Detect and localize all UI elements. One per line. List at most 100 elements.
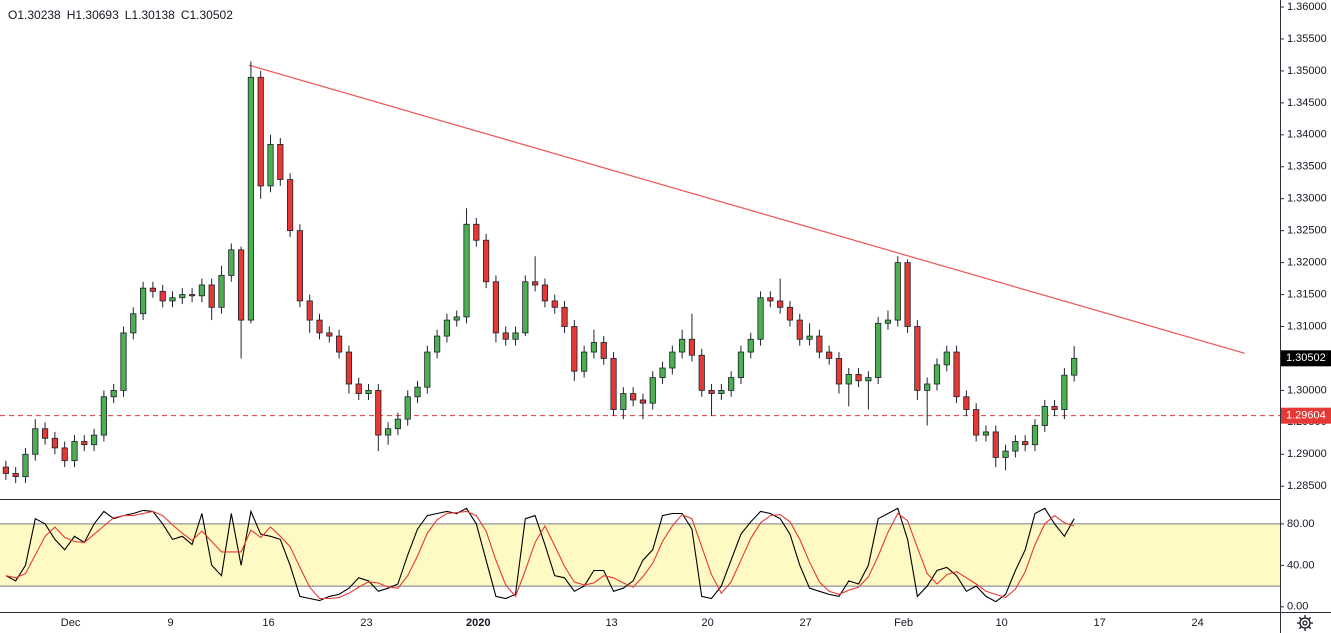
candle-body: [159, 290, 166, 302]
candle-body: [630, 393, 637, 401]
candle-body: [257, 76, 264, 187]
candle-body: [561, 306, 568, 327]
candle-body: [698, 354, 705, 391]
candle-body: [198, 284, 205, 297]
candle-body: [2, 466, 9, 474]
settings-icon[interactable]: [1297, 615, 1313, 631]
y-tick-label: 40.00: [1287, 559, 1315, 571]
y-tick-label: 0.00: [1287, 601, 1308, 613]
x-tick-label: 23: [360, 617, 372, 629]
candle-body: [982, 431, 990, 436]
candle-body: [228, 249, 235, 276]
candle-body: [845, 374, 852, 385]
candle-body: [120, 332, 127, 391]
candle-body: [130, 313, 137, 334]
candle-body: [679, 338, 686, 353]
candle-body: [453, 316, 460, 321]
overbought-oversold-band: [0, 523, 1280, 587]
candle-body: [659, 367, 666, 379]
candle-body: [71, 441, 78, 462]
candle-body: [1041, 405, 1048, 426]
candle-body: [326, 332, 333, 337]
candle-body: [610, 358, 617, 410]
candle-body: [414, 386, 421, 398]
candle-body: [32, 428, 39, 455]
y-tick-label: 1.35500: [1287, 33, 1327, 45]
candle-body: [757, 297, 764, 340]
candle-body: [375, 389, 382, 436]
candle-body: [1031, 425, 1039, 446]
x-tick-label: 20: [702, 617, 714, 629]
x-tick-label: Dec: [61, 617, 81, 629]
candle-body: [1012, 441, 1019, 452]
candle-body: [590, 342, 598, 353]
x-tick-label: Feb: [894, 617, 913, 629]
y-tick-label: 1.34500: [1287, 97, 1327, 109]
candle-body: [149, 287, 156, 292]
candle-body: [139, 287, 147, 315]
candle-body: [1022, 441, 1029, 446]
candle-body: [483, 239, 490, 283]
candle-body: [492, 281, 500, 334]
candle-body: [81, 441, 88, 446]
candle-body: [894, 262, 901, 321]
x-tick-label: 10: [996, 617, 1008, 629]
stochastic-line: [5, 510, 1075, 600]
candle-body: [786, 306, 794, 321]
candle-body: [355, 383, 362, 394]
candle-body: [973, 409, 980, 436]
candles: [2, 61, 1078, 484]
level-label: 1.29604: [1286, 410, 1326, 422]
high-text: H1.30693: [67, 8, 119, 22]
low-text: L1.30138: [125, 8, 175, 22]
candle-body: [424, 351, 431, 388]
y-tick-label: 1.36000: [1287, 1, 1327, 13]
stochastic-line: [5, 507, 1075, 603]
x-tick-label: 24: [1192, 617, 1204, 629]
candle-body: [943, 351, 950, 366]
candle-body: [649, 377, 656, 404]
candle-body: [522, 281, 529, 334]
last-price-label: 1.30502: [1286, 352, 1326, 364]
candle-body: [816, 335, 823, 353]
x-tick-label: 2020: [466, 617, 490, 629]
candle-body: [100, 396, 107, 436]
level-label-box: [1281, 407, 1331, 424]
candle-body: [247, 76, 254, 321]
candle-body: [767, 297, 774, 302]
ohlc-header: O1.30238 H1.30693 L1.30138 C1.30502: [8, 8, 233, 22]
candle-body: [963, 396, 970, 410]
trendline: [248, 64, 1245, 354]
candle-body: [208, 284, 215, 308]
y-tick-label: 80.00: [1287, 518, 1315, 530]
candle-body: [51, 437, 58, 449]
last-price-box: [1281, 350, 1331, 367]
candle-body: [443, 319, 451, 337]
candle-body: [169, 297, 176, 302]
candle-body: [512, 332, 519, 340]
candle-body: [22, 453, 29, 478]
candle-body: [296, 230, 304, 302]
candle-body: [728, 377, 735, 391]
candle-body: [12, 473, 19, 478]
y-tick-label: 1.33000: [1287, 193, 1327, 205]
y-tick-label: 1.31500: [1287, 288, 1327, 300]
candle-body: [267, 143, 274, 187]
candle-body: [855, 374, 862, 382]
candle-body: [1002, 450, 1009, 458]
candle-body: [385, 428, 392, 436]
candle-body: [1051, 405, 1058, 410]
x-tick-label: 9: [167, 617, 173, 629]
candle-body: [953, 351, 960, 398]
candle-body: [884, 319, 892, 324]
candle-body: [669, 351, 676, 369]
x-tick-label: 16: [262, 617, 274, 629]
y-tick-label: 1.35000: [1287, 65, 1327, 77]
close-text: C1.30502: [181, 8, 233, 22]
candle-body: [502, 332, 509, 340]
candle-body: [218, 274, 225, 308]
candle-body: [875, 322, 882, 379]
y-tick-label: 1.28500: [1287, 480, 1327, 492]
